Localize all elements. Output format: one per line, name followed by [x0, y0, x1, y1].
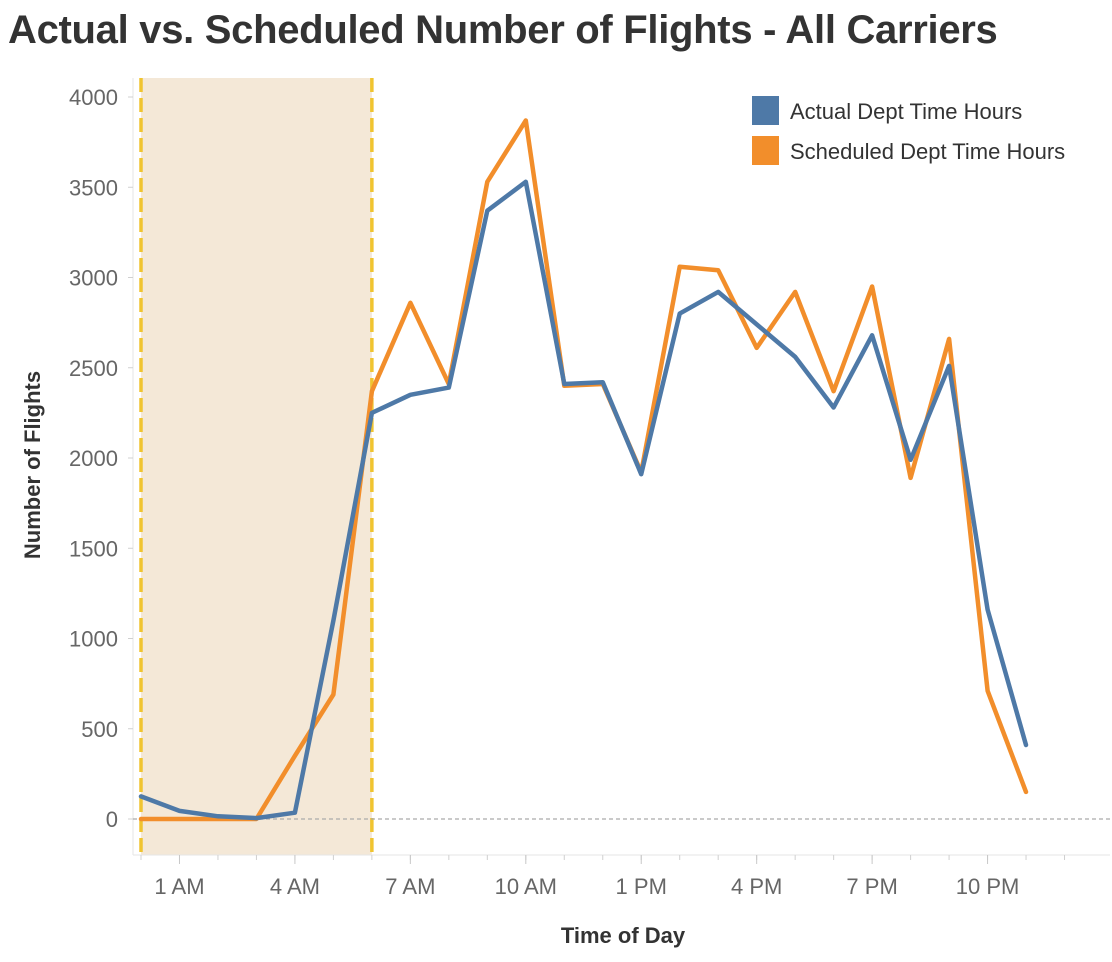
legend-label: Actual Dept Time Hours [790, 99, 1022, 124]
series-line-actual-dept-time-hours [138, 179, 1029, 821]
x-tick-label: 4 PM [731, 874, 782, 899]
y-tick-label: 1000 [69, 627, 118, 652]
highlight-band-layer [139, 78, 374, 855]
chart-title: Actual vs. Scheduled Number of Flights -… [8, 8, 998, 52]
y-tick-label: 4000 [69, 85, 118, 110]
x-tick-label: 1 AM [154, 874, 204, 899]
axis-layer: 0 500 1000 1500 2000 2500 3000 3500 4000 1 AM 4 AM… [69, 78, 1110, 899]
legend-label: Scheduled Dept Time Hours [790, 139, 1065, 164]
y-tick-label: 2500 [69, 356, 118, 381]
y-tick-label: 3000 [69, 266, 118, 291]
x-tick-label: 1 PM [616, 874, 667, 899]
y-tick-label: 2000 [69, 446, 118, 471]
y-tick-label: 500 [81, 717, 118, 742]
y-axis-title: Number of Flights [20, 371, 45, 559]
x-tick-label: 10 PM [956, 874, 1020, 899]
x-tick-label: 10 AM [495, 874, 557, 899]
x-tick-label: 4 AM [270, 874, 320, 899]
series-layer [138, 118, 1029, 822]
highlight-band [140, 78, 372, 855]
legend: Actual Dept Time Hours Scheduled Dept Tim… [752, 96, 1065, 165]
legend-swatch [752, 96, 779, 125]
x-tick-label: 7 PM [846, 874, 897, 899]
y-tick-label: 1500 [69, 536, 118, 561]
y-tick-label: 3500 [69, 175, 118, 200]
x-tick-label: 7 AM [385, 874, 435, 899]
y-tick-label: 0 [106, 807, 118, 832]
x-axis-title: Time of Day [561, 923, 686, 948]
legend-swatch [752, 136, 779, 165]
